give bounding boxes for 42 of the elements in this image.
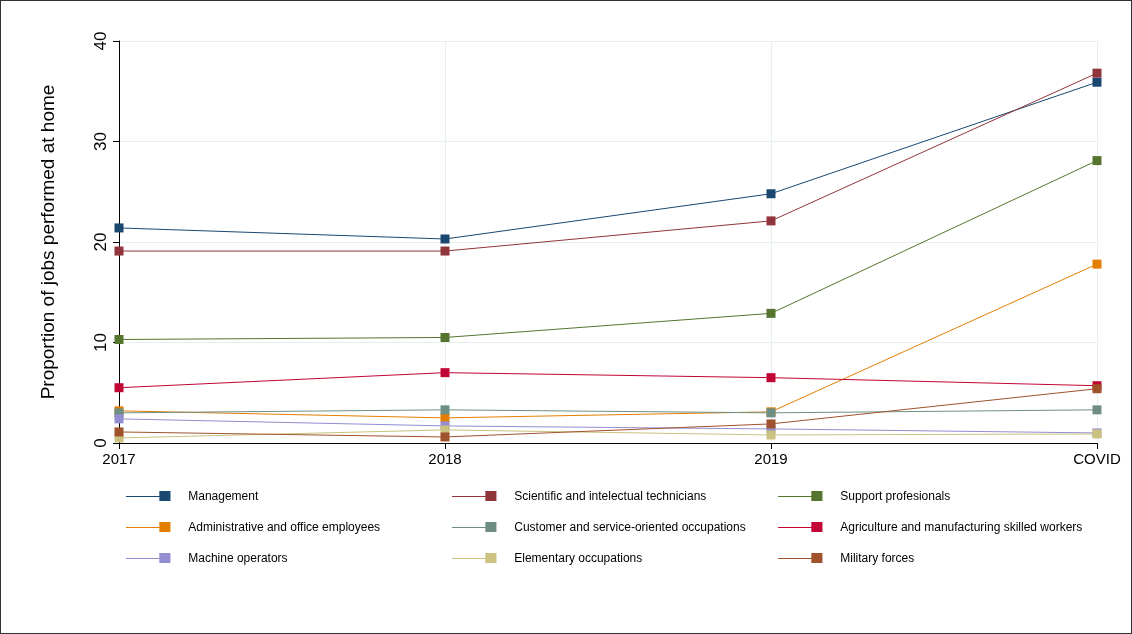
legend-label: Customer and service-oriented occupations [514,520,746,534]
point [440,246,450,256]
point [1092,156,1102,166]
point [766,308,776,318]
point [766,216,776,226]
point [766,189,776,199]
y-tick-label: 10 [91,333,110,352]
point [440,332,450,342]
x-tick-label: COVID [1073,450,1121,467]
point [114,334,124,344]
point [440,234,450,244]
point [766,373,776,383]
point [114,383,124,393]
legend-label: Administrative and office employees [188,520,381,534]
legend-label: Agriculture and manufacturing skilled workers [840,520,1083,534]
point [440,432,450,442]
point [114,427,124,437]
legend-label: Scientific and intelectual technicians [514,489,707,503]
legend-label: Military forces [840,551,915,565]
point [1092,77,1102,87]
point [114,246,124,256]
point [1092,68,1102,78]
x-tick-label: 2017 [102,450,136,467]
y-tick-label: 0 [91,438,110,448]
point [440,405,450,415]
point [766,430,776,440]
point [1092,405,1102,415]
y-tick-label: 20 [91,232,110,252]
y-tick-label: 30 [91,132,110,151]
point [114,414,124,424]
legend-label: Machine operators [188,551,288,565]
y-tick-label: 40 [91,31,110,51]
x-tick-label: 2019 [754,450,788,467]
point [1092,259,1102,269]
x-tick-label: 2018 [428,450,462,467]
legend-label: Management [188,489,259,503]
point [766,419,776,429]
legend-label: Elementary occupations [514,551,643,565]
point [114,223,124,233]
y-axis-title: Proportion of jobs performed at home [37,84,58,400]
point [440,368,450,378]
legend-label: Support profesionals [840,489,951,503]
